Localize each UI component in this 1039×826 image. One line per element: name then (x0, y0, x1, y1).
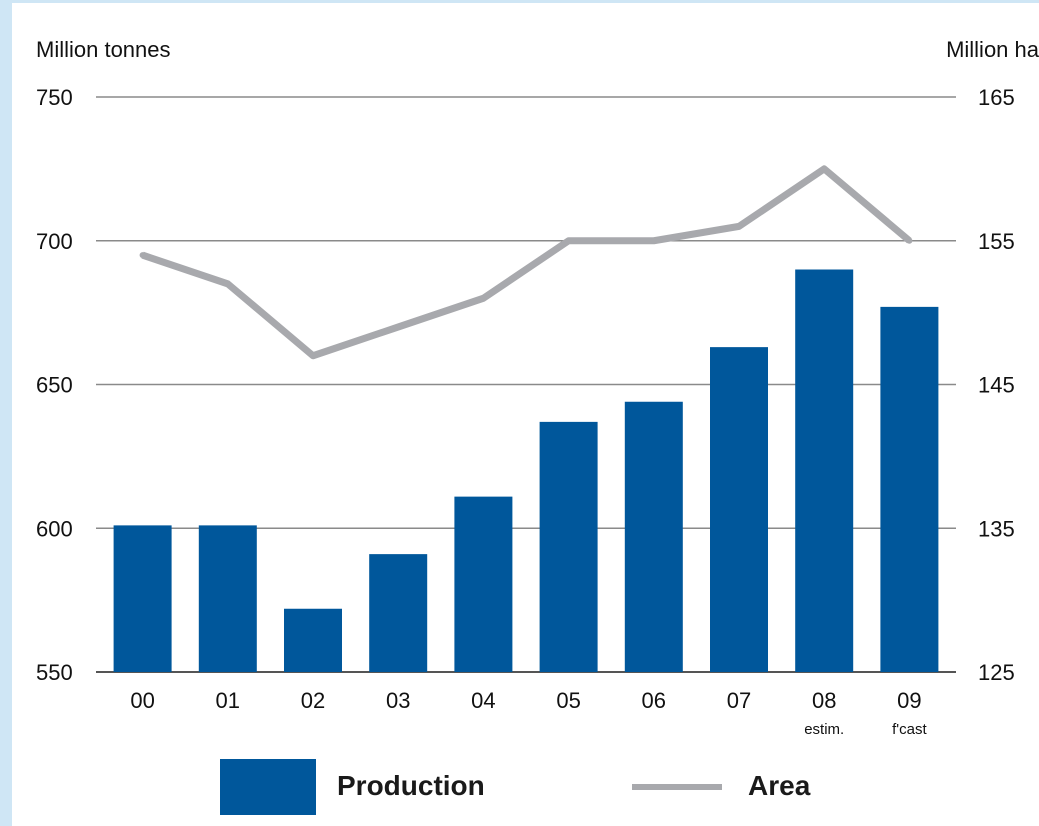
chart-frame: Million tonnes Million ha 550 600 650 700 75… (12, 3, 1039, 826)
left-tick-label: 550 (36, 660, 73, 685)
production-bar-02 (284, 608, 342, 672)
x-tick-sublabel: estim. (804, 721, 844, 738)
area-point-05 (565, 237, 572, 244)
left-axis-title: Million tonnes (36, 37, 171, 62)
right-tick-label: 165 (978, 85, 1015, 110)
x-tick-label: 01 (216, 688, 240, 713)
production-bar-05 (539, 421, 598, 672)
area-line (139, 165, 913, 360)
x-tick-label: 00 (130, 688, 154, 713)
left-tick-label: 650 (36, 373, 73, 398)
x-tick-label: 08 (812, 688, 836, 713)
right-tick-label: 155 (978, 229, 1015, 254)
production-bar-08 (795, 269, 854, 672)
area-point-03 (395, 324, 402, 330)
x-tick-label: 04 (471, 688, 495, 713)
area-series-line (141, 165, 912, 360)
left-tick-label: 600 (36, 516, 73, 541)
area-point-09 (906, 237, 913, 244)
left-tick-label: 750 (36, 85, 73, 110)
left-axis-ticks: 550 600 650 700 750 (36, 85, 73, 685)
legend-production-swatch (220, 759, 316, 815)
area-point-06 (650, 237, 657, 244)
production-bar-01 (198, 525, 257, 672)
production-bars (113, 269, 939, 672)
x-tick-sublabel: f'cast (892, 721, 927, 738)
area-point-08 (821, 165, 828, 172)
production-bar-03 (369, 554, 428, 672)
production-bar-06 (624, 401, 683, 672)
x-axis-ticks: 00 01 02 03 04 05 06 07 08 estim. 09 f'cast (130, 688, 927, 738)
x-tick-label: 05 (556, 688, 580, 713)
area-point-04 (480, 295, 487, 302)
production-bar-09 (880, 306, 939, 672)
legend-area-label: Area (748, 770, 811, 801)
area-point-07 (736, 223, 742, 230)
legend: Production Area (220, 759, 811, 815)
area-point-02 (310, 352, 316, 359)
x-tick-label: 07 (727, 688, 751, 713)
x-tick-label: 02 (301, 688, 325, 713)
production-bar-04 (454, 496, 513, 672)
legend-production-label: Production (337, 770, 485, 801)
left-tick-label: 700 (36, 229, 73, 254)
production-bar-00 (113, 525, 172, 672)
x-tick-label: 06 (642, 688, 666, 713)
right-tick-label: 125 (978, 660, 1015, 685)
right-axis-title: Million ha (946, 37, 1039, 62)
right-axis-ticks: 125 135 145 155 165 (978, 85, 1015, 685)
area-point-01 (224, 280, 231, 287)
production-area-chart: Million tonnes Million ha 550 600 650 700 75… (36, 37, 1039, 815)
x-tick-label: 09 (897, 688, 921, 713)
production-bar-07 (710, 347, 768, 672)
x-tick-label: 03 (386, 688, 410, 713)
right-tick-label: 135 (978, 516, 1015, 541)
right-tick-label: 145 (978, 373, 1015, 398)
area-point-00 (139, 252, 146, 259)
